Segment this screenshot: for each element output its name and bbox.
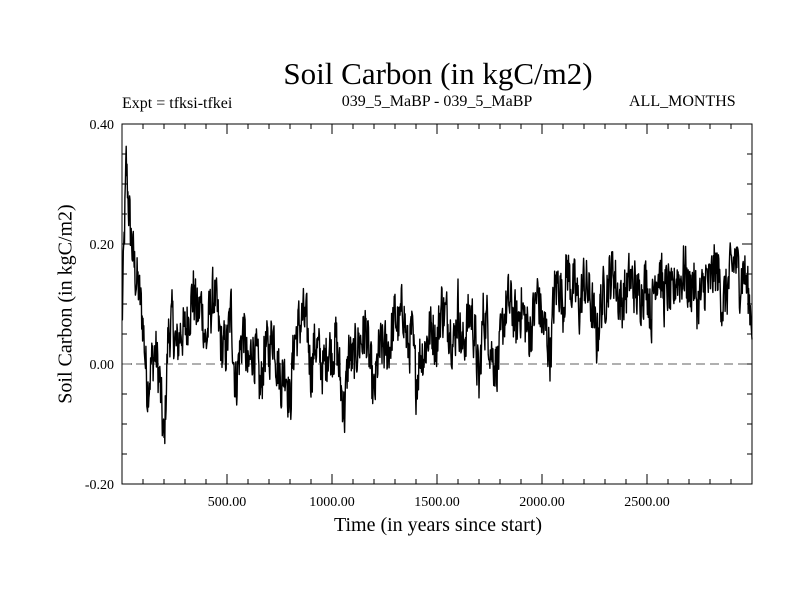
chart-title: Soil Carbon (in kgC/m2) (283, 56, 593, 91)
x-axis-label: Time (in years since start) (333, 514, 543, 536)
series-line (121, 145, 753, 445)
x-tick-label: 1500.00 (414, 495, 460, 510)
plot-frame (121, 123, 753, 485)
x-tick-label: 500.00 (208, 495, 247, 510)
y-tick-label: 0.40 (90, 118, 115, 133)
tick-labels: 500.00 1000.00 1500.00 2000.00 2500.00 -0.20 0… (85, 118, 670, 510)
chart-subtitle: 039_5_MaBP - 039_5_MaBP (341, 93, 533, 110)
series-group (121, 145, 753, 445)
season-label: ALL_MONTHS (629, 93, 736, 110)
x-tick-label: 1000.00 (309, 495, 355, 510)
y-tick-label: 0.00 (90, 358, 115, 373)
x-tick-label: 2500.00 (624, 495, 670, 510)
y-tick-label: -0.20 (85, 478, 114, 493)
y-tick-label: 0.20 (90, 238, 115, 253)
x-tick-label: 2000.00 (519, 495, 565, 510)
experiment-label: Expt = tfksi-tfkei (122, 95, 233, 112)
